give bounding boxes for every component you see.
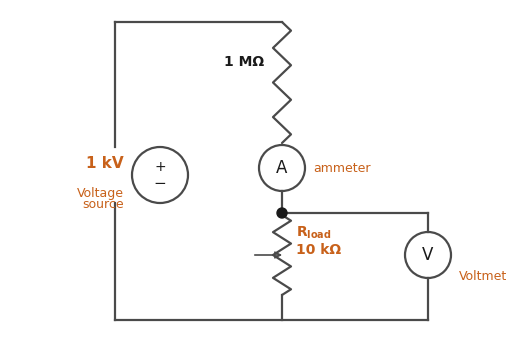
Text: $\mathbf{R_{load}}$: $\mathbf{R_{load}}$ [296, 225, 332, 241]
Text: +: + [154, 160, 166, 174]
Text: 1 kV: 1 kV [86, 155, 124, 171]
Text: source: source [82, 199, 124, 211]
Text: 10 kΩ: 10 kΩ [296, 243, 341, 257]
Text: 1 MΩ: 1 MΩ [224, 56, 264, 69]
Text: Voltmeter: Voltmeter [459, 270, 507, 284]
Circle shape [277, 208, 287, 218]
Text: Voltage: Voltage [77, 187, 124, 200]
Text: V: V [422, 246, 433, 264]
Text: A: A [276, 159, 287, 177]
Text: −: − [154, 177, 166, 192]
Text: ammeter: ammeter [313, 161, 371, 175]
